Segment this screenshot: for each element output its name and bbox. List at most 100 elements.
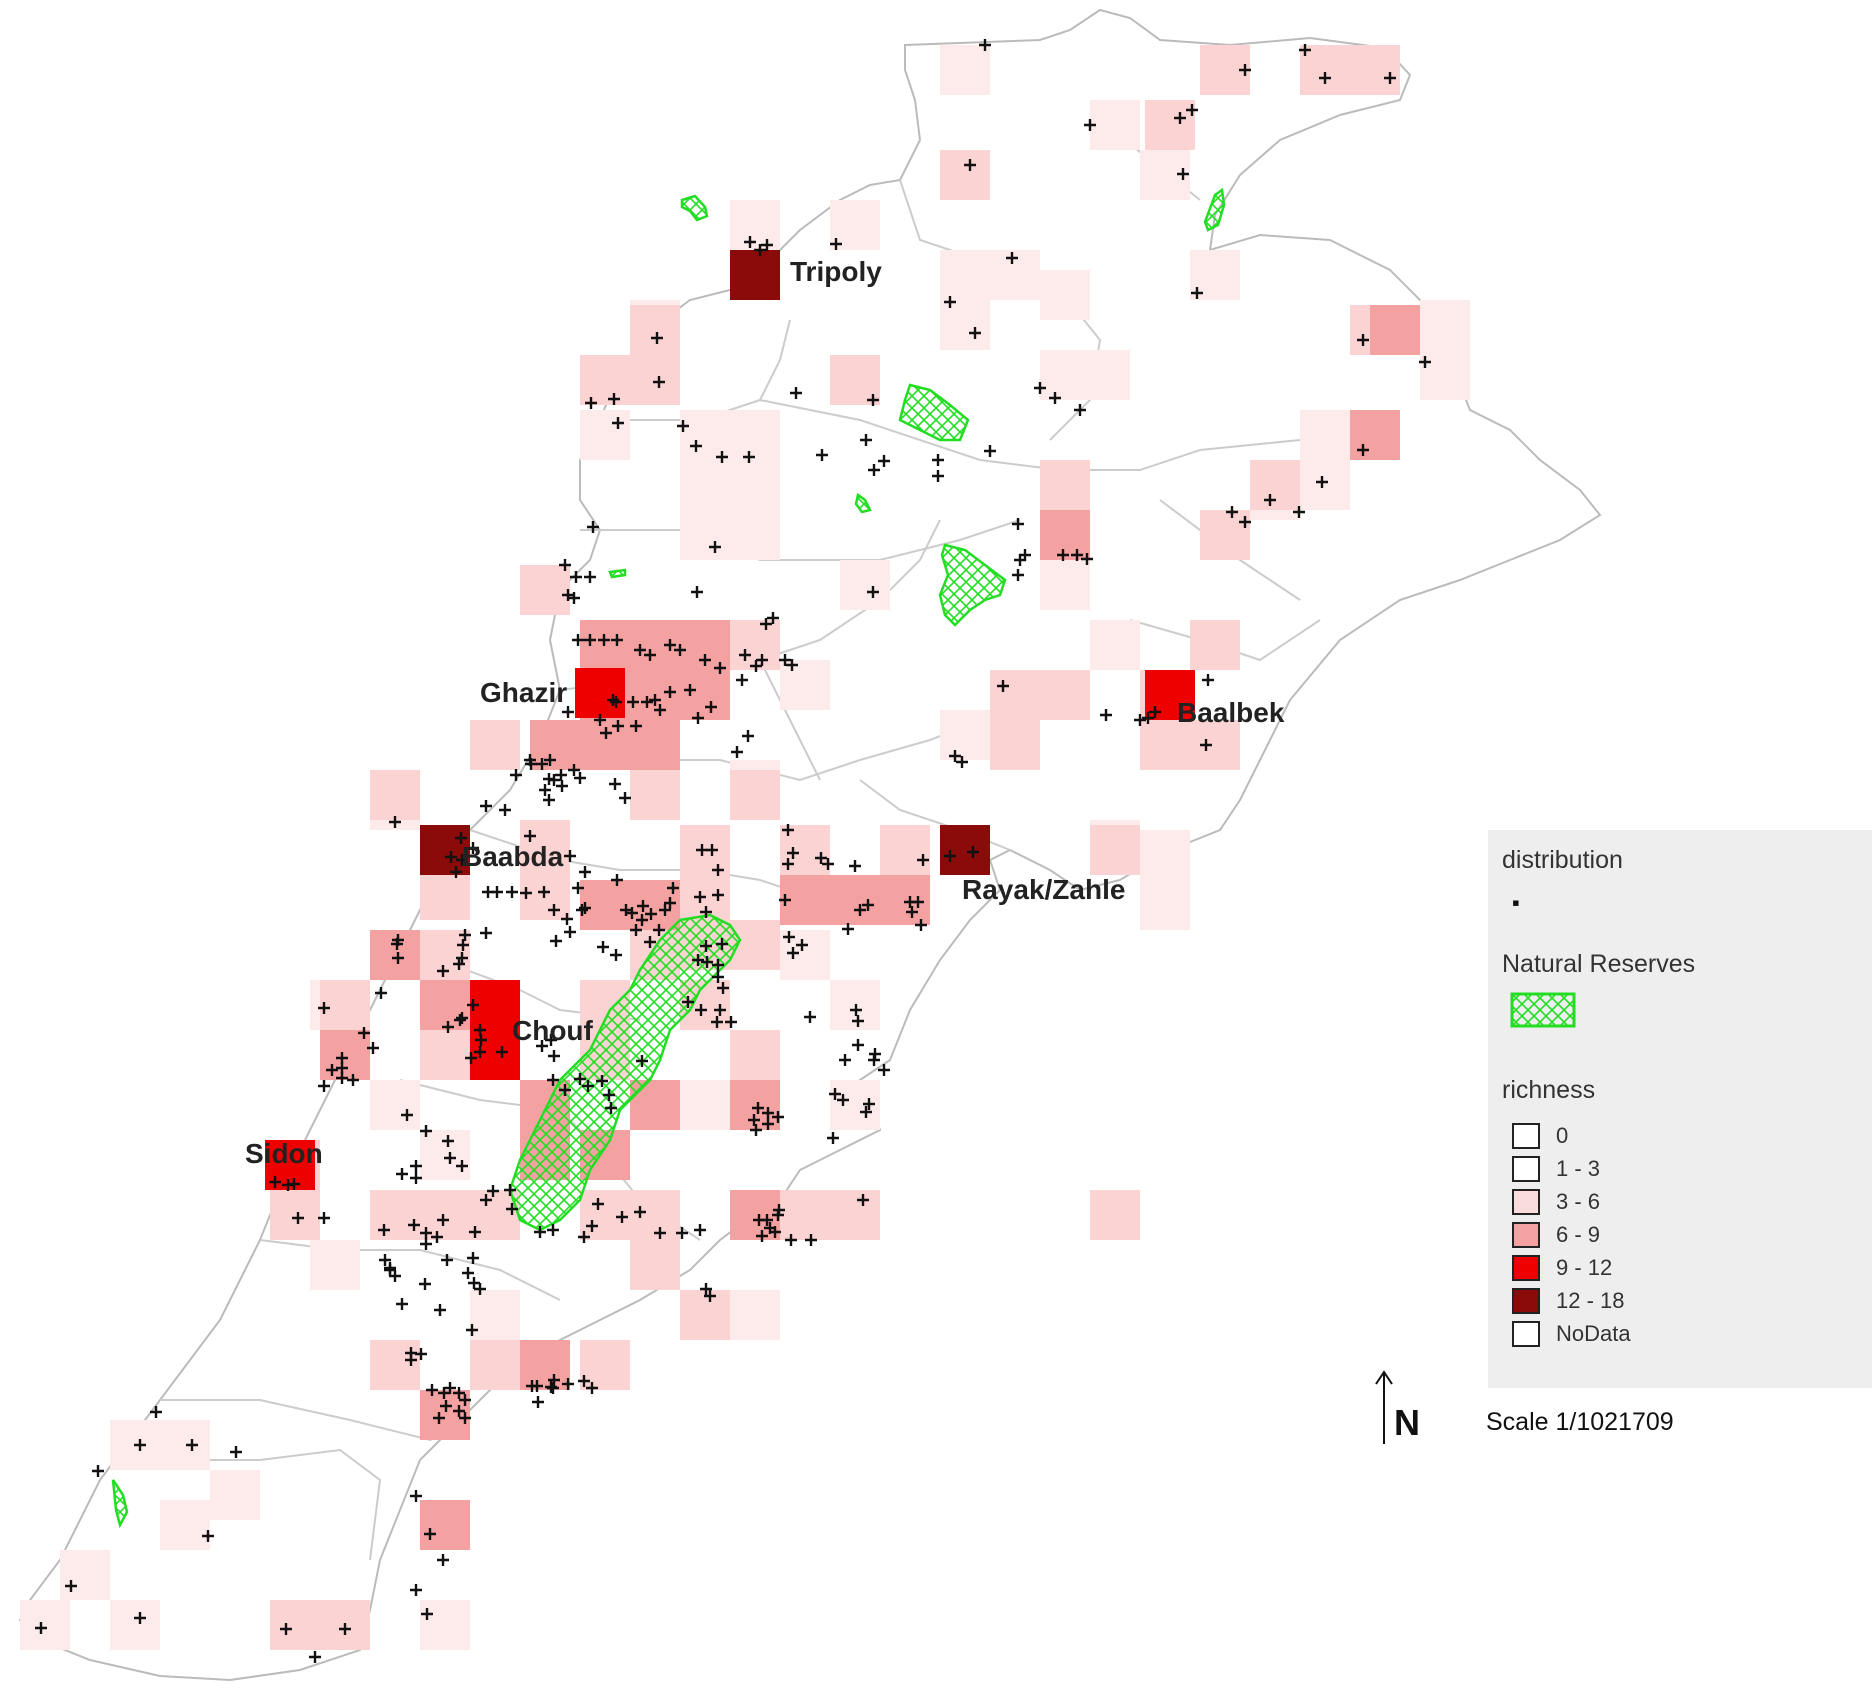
distribution-point: [444, 1382, 456, 1394]
city-label-baalbek: Baalbek: [1177, 697, 1285, 728]
distribution-point: [659, 904, 671, 916]
distribution-point: [450, 866, 462, 878]
distribution-point: [375, 987, 387, 999]
distribution-point: [574, 1073, 586, 1085]
distribution-point: [504, 1184, 516, 1196]
distribution-point: [421, 1608, 433, 1620]
distribution-point: [1100, 709, 1112, 721]
distribution-point: [709, 541, 721, 553]
distribution-point: [550, 935, 562, 947]
legend-label: 12 - 18: [1556, 1288, 1625, 1313]
distribution-point: [857, 1194, 869, 1206]
north-label: N: [1394, 1402, 1420, 1443]
distribution-point: [1006, 252, 1018, 264]
distribution-point: [701, 956, 713, 968]
scale-text: Scale 1/1021709: [1486, 1408, 1674, 1436]
distribution-point: [714, 1004, 726, 1016]
distribution-point: [603, 1089, 615, 1101]
distribution-point: [815, 852, 827, 864]
distribution-point: [767, 612, 779, 624]
distribution-point: [944, 296, 956, 308]
reserve-horsh-ehden: [898, 383, 970, 442]
distribution-point: [984, 445, 996, 457]
distribution-point: [555, 769, 567, 781]
distribution-point: [837, 1094, 849, 1106]
distribution-point: [869, 1048, 881, 1060]
distribution-point: [457, 939, 469, 951]
distribution-point: [437, 1554, 449, 1566]
distribution-point: [548, 904, 560, 916]
distribution-point: [1071, 549, 1083, 561]
distribution-point: [288, 1178, 300, 1190]
distribution-point: [420, 1125, 432, 1137]
distribution-point: [612, 417, 624, 429]
distribution-point: [539, 784, 551, 796]
distribution-point: [499, 804, 511, 816]
distribution-point: [585, 397, 597, 409]
legend-reserves-title: Natural Reserves: [1502, 950, 1696, 978]
distribution-point: [594, 714, 606, 726]
distribution-point: [1057, 549, 1069, 561]
distribution-point: [712, 889, 724, 901]
distribution-point: [326, 1064, 338, 1076]
north-arrow-icon: [1375, 1370, 1393, 1444]
distribution-point: [742, 730, 754, 742]
distribution-point: [611, 874, 623, 886]
distribution-point: [787, 947, 799, 959]
distribution-point: [1084, 119, 1096, 131]
distribution-point: [572, 634, 584, 646]
distribution-point: [867, 586, 879, 598]
distribution-point: [559, 1084, 571, 1096]
distribution-point: [1014, 554, 1026, 566]
distribution-point: [487, 1185, 499, 1197]
legend-class-1-3: 1 - 3: [1512, 1155, 1600, 1183]
distribution-point: [186, 1439, 198, 1451]
distribution-point: [1226, 506, 1238, 518]
distribution-point: [677, 420, 689, 432]
distribution-point: [309, 1651, 321, 1663]
distribution-point: [378, 1224, 390, 1236]
distribution-point: [762, 1118, 774, 1130]
distribution-point: [694, 891, 706, 903]
distribution-point: [392, 952, 404, 964]
distribution-point: [538, 886, 550, 898]
distribution-point: [1174, 112, 1186, 124]
distribution-point: [532, 1396, 544, 1408]
distribution-point: [605, 1102, 617, 1114]
distribution-point: [424, 1528, 436, 1540]
distribution-point: [531, 1380, 543, 1392]
legend-label: 0: [1556, 1123, 1569, 1148]
legend-label: 1 - 3: [1556, 1156, 1601, 1181]
distribution-point: [944, 850, 956, 862]
distribution-point: [1419, 356, 1431, 368]
distribution-point: [586, 1220, 598, 1232]
distribution-point: [712, 971, 724, 983]
legend-label: 6 - 9: [1556, 1222, 1601, 1247]
distribution-point: [578, 1375, 590, 1387]
distribution-point: [426, 1384, 438, 1396]
reserve-tannourine: [938, 543, 1007, 627]
distribution-point: [850, 1004, 862, 1016]
distribution-point: [459, 929, 471, 941]
distribution-point: [459, 1394, 471, 1406]
distribution-point: [609, 778, 621, 790]
distribution-point: [852, 1039, 864, 1051]
distribution-point: [906, 906, 918, 918]
reserve-swatch-icon: [1510, 992, 1576, 1028]
distribution-point: [704, 1290, 716, 1302]
distribution-point: [547, 1074, 559, 1086]
distribution-point: [769, 1226, 781, 1238]
distribution-point: [456, 1012, 468, 1024]
distribution-point: [651, 332, 663, 344]
distribution-point: [506, 886, 518, 898]
legend-class-12-18: 12 - 18: [1512, 1287, 1625, 1315]
distribution-point: [694, 1224, 706, 1236]
distribution-point: [712, 959, 724, 971]
distribution-point: [637, 900, 649, 912]
legend-class-9-12: 9 - 12: [1512, 1254, 1612, 1282]
distribution-point: [405, 1347, 417, 1359]
distribution-point: [280, 1623, 292, 1635]
distribution-point: [1012, 569, 1024, 581]
distribution-point: [454, 1014, 466, 1026]
distribution-point: [269, 1176, 281, 1188]
